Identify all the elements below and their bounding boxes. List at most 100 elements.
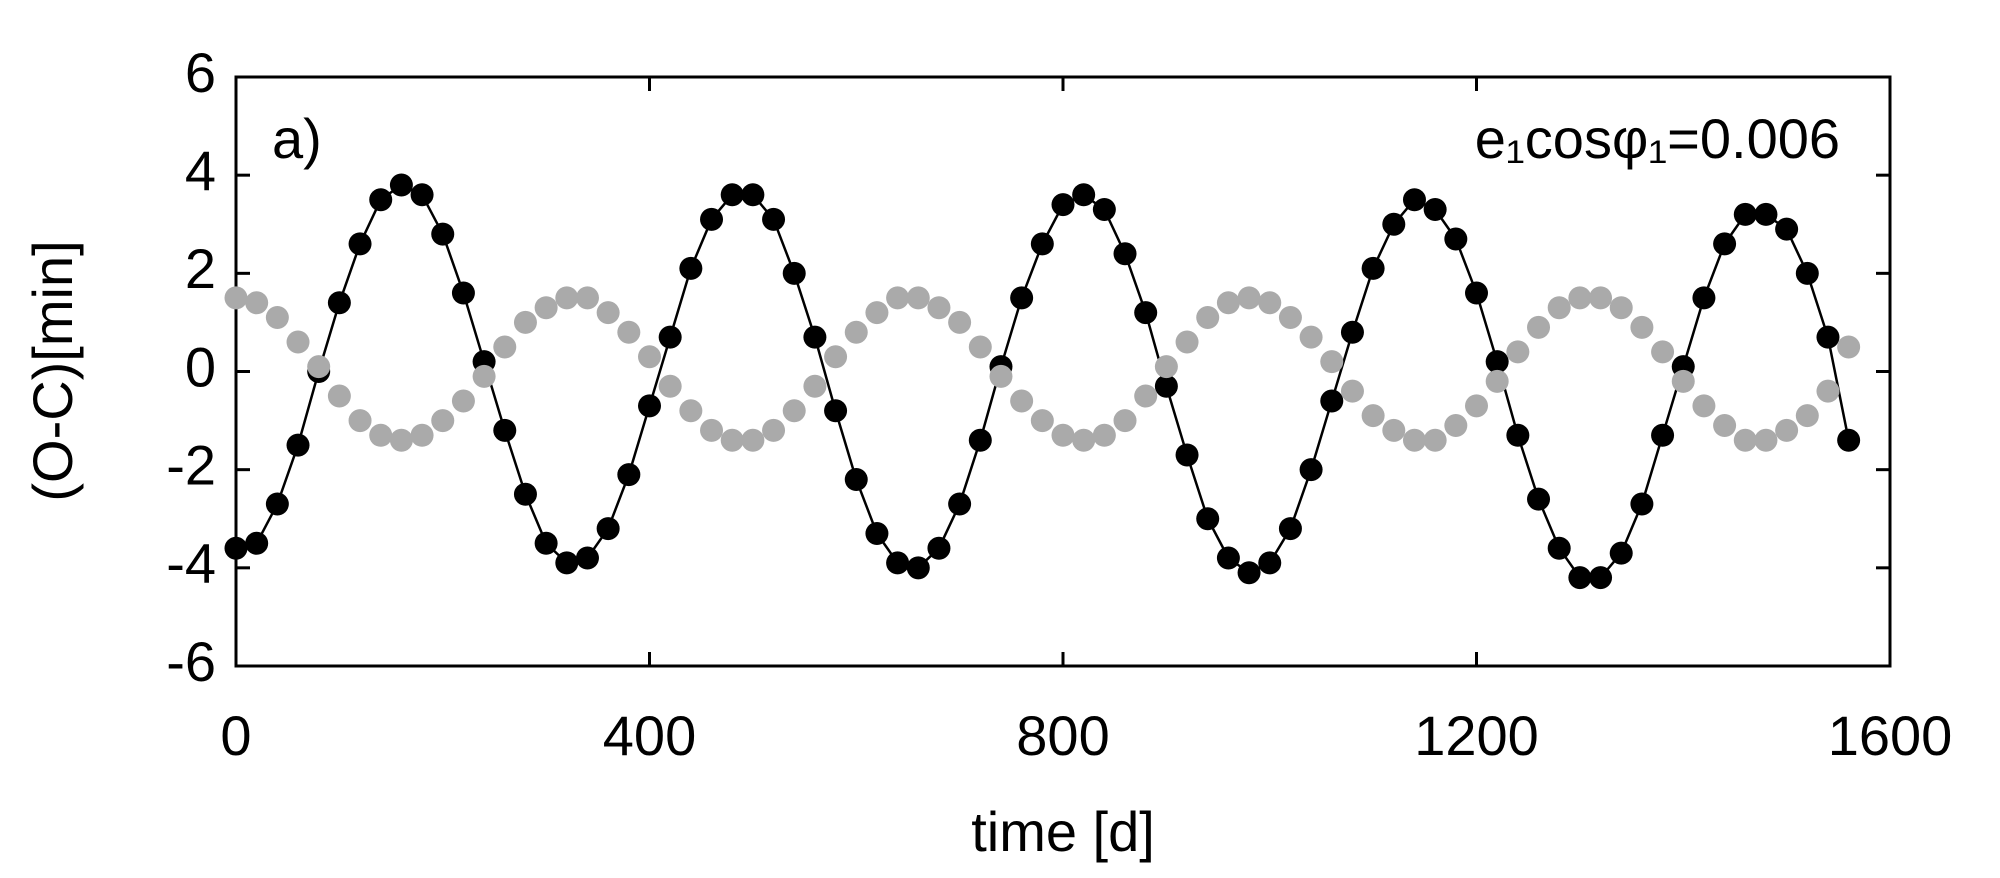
data-point (968, 428, 992, 452)
plot-frame (234, 75, 1892, 668)
data-point (451, 281, 475, 305)
data-point (224, 286, 248, 310)
data-point (1816, 325, 1840, 349)
data-point (1320, 389, 1344, 413)
data-point (534, 296, 558, 320)
data-point (679, 399, 703, 423)
data-point (824, 345, 848, 369)
data-point (989, 364, 1013, 388)
data-point (513, 310, 537, 334)
data-point (927, 296, 951, 320)
x-tick-label: 400 (603, 704, 696, 767)
data-point (906, 556, 930, 580)
data-point (700, 418, 724, 442)
data-point (513, 482, 537, 506)
data-point (245, 291, 269, 315)
data-point (762, 207, 786, 231)
data-point (1030, 232, 1054, 256)
data-point (638, 394, 661, 418)
data-point (1651, 423, 1675, 447)
data-point (1216, 291, 1240, 315)
data-point (741, 183, 765, 207)
data-point (245, 531, 269, 555)
data-point (1134, 301, 1158, 325)
data-point (1816, 379, 1840, 403)
data-point (1506, 340, 1530, 364)
data-point (1382, 418, 1406, 442)
data-point (865, 521, 889, 545)
data-point (1361, 404, 1385, 428)
data-point (1216, 546, 1240, 570)
data-point (1051, 193, 1075, 217)
data-point (1154, 374, 1178, 398)
data-point (741, 428, 765, 452)
data-point (1465, 394, 1488, 418)
data-point (1072, 183, 1096, 207)
annotation: e₁cosφ₁=0.006 (1475, 107, 1840, 170)
data-point (1671, 369, 1695, 393)
data-point (638, 345, 661, 369)
x-axis-label: time [d] (971, 800, 1155, 863)
data-point (327, 291, 351, 315)
y-tick-label: 6 (185, 41, 216, 104)
data-point (1527, 315, 1551, 339)
data-point (1340, 320, 1364, 344)
data-point (1134, 384, 1158, 408)
y-tick-label: 0 (185, 335, 216, 398)
panel-label: a) (272, 107, 322, 170)
data-point (700, 207, 724, 231)
data-point (389, 428, 413, 452)
data-point (1465, 281, 1488, 305)
data-point (1423, 198, 1447, 222)
data-point (1733, 428, 1757, 452)
data-point (1527, 487, 1551, 511)
x-tick-label: 800 (1016, 704, 1109, 767)
data-point (886, 286, 910, 310)
data-point (1278, 306, 1302, 330)
y-tick-label: 4 (185, 139, 216, 202)
data-point (617, 463, 641, 487)
data-point (720, 428, 744, 452)
data-point (348, 232, 372, 256)
data-point (906, 286, 930, 310)
data-point (844, 467, 868, 491)
data-point (1754, 202, 1778, 226)
data-point (389, 173, 413, 197)
y-tick-label: 2 (185, 237, 216, 300)
data-point (1113, 409, 1137, 433)
data-point (1444, 413, 1468, 437)
data-point (265, 306, 289, 330)
data-point (1402, 188, 1426, 212)
data-point (1299, 458, 1323, 482)
y-tick-label: -6 (166, 630, 216, 693)
data-point (1692, 286, 1716, 310)
data-point (948, 310, 972, 334)
data-point (1320, 350, 1344, 374)
data-point (1795, 404, 1819, 428)
data-point (617, 320, 641, 344)
data-point (224, 536, 248, 560)
data-point (1237, 561, 1261, 585)
data-point (1713, 413, 1737, 437)
data-point (865, 301, 889, 325)
data-point (1444, 227, 1468, 251)
data-point (968, 335, 992, 359)
data-point (1237, 286, 1261, 310)
data-point (1030, 409, 1054, 433)
y-tick-label: -2 (166, 433, 216, 496)
data-point (1340, 379, 1364, 403)
data-point (1837, 428, 1861, 452)
data-point (1423, 428, 1447, 452)
data-point (1692, 394, 1716, 418)
data-point (493, 335, 517, 359)
x-tick-label: 1200 (1414, 704, 1539, 767)
data-point (1589, 286, 1613, 310)
data-point (886, 551, 910, 575)
data-point (762, 418, 786, 442)
data-point (720, 183, 744, 207)
data-point (493, 418, 517, 442)
data-point (1154, 355, 1178, 379)
data-point (1278, 517, 1302, 541)
data-point (803, 374, 827, 398)
data-point (1651, 340, 1675, 364)
